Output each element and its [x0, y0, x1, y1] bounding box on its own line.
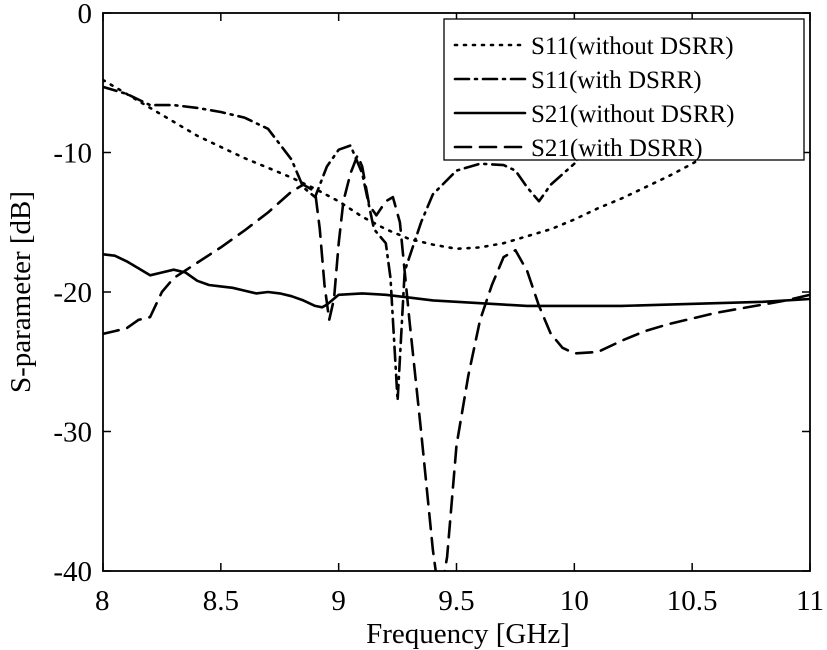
x-tick-label: 8.5	[203, 585, 239, 617]
series-layer	[103, 78, 810, 571]
x-tick-label: 10.5	[667, 585, 718, 617]
x-tick-label: 9	[331, 585, 346, 617]
y-tick-label: 0	[78, 0, 93, 30]
ticks-layer: 8 8.5 9 9.5 10 10.5 11 0 -10 -20 -30 -40	[53, 0, 824, 617]
series-line-4	[103, 154, 810, 571]
legend: S11(without DSRR) S11(with DSRR) S21(witho…	[443, 18, 805, 162]
legend-label-1: S11(without DSRR)	[531, 33, 734, 60]
y-axis-title: S-parameter [dB]	[5, 191, 37, 393]
legend-label-3: S21(without DSRR)	[531, 101, 735, 128]
legend-label-4: S21(with DSRR)	[531, 135, 703, 162]
plot-frame	[102, 12, 811, 572]
x-tick-label: 10	[560, 585, 589, 617]
legend-label-2: S11(with DSRR)	[531, 67, 702, 94]
y-tick-label: -10	[53, 138, 92, 170]
x-tick-label: 9.5	[438, 585, 474, 617]
series-line-3	[103, 253, 810, 309]
series-line-2	[103, 85, 576, 403]
x-tick-label: 8	[95, 585, 110, 617]
legend-box	[443, 18, 805, 161]
y-tick-label: -30	[53, 417, 92, 449]
y-tick-label: -20	[53, 277, 92, 309]
x-axis-title: Frequency [GHz]	[366, 618, 570, 650]
y-tick-label: -40	[53, 556, 92, 588]
x-tick-label: 11	[796, 585, 824, 617]
